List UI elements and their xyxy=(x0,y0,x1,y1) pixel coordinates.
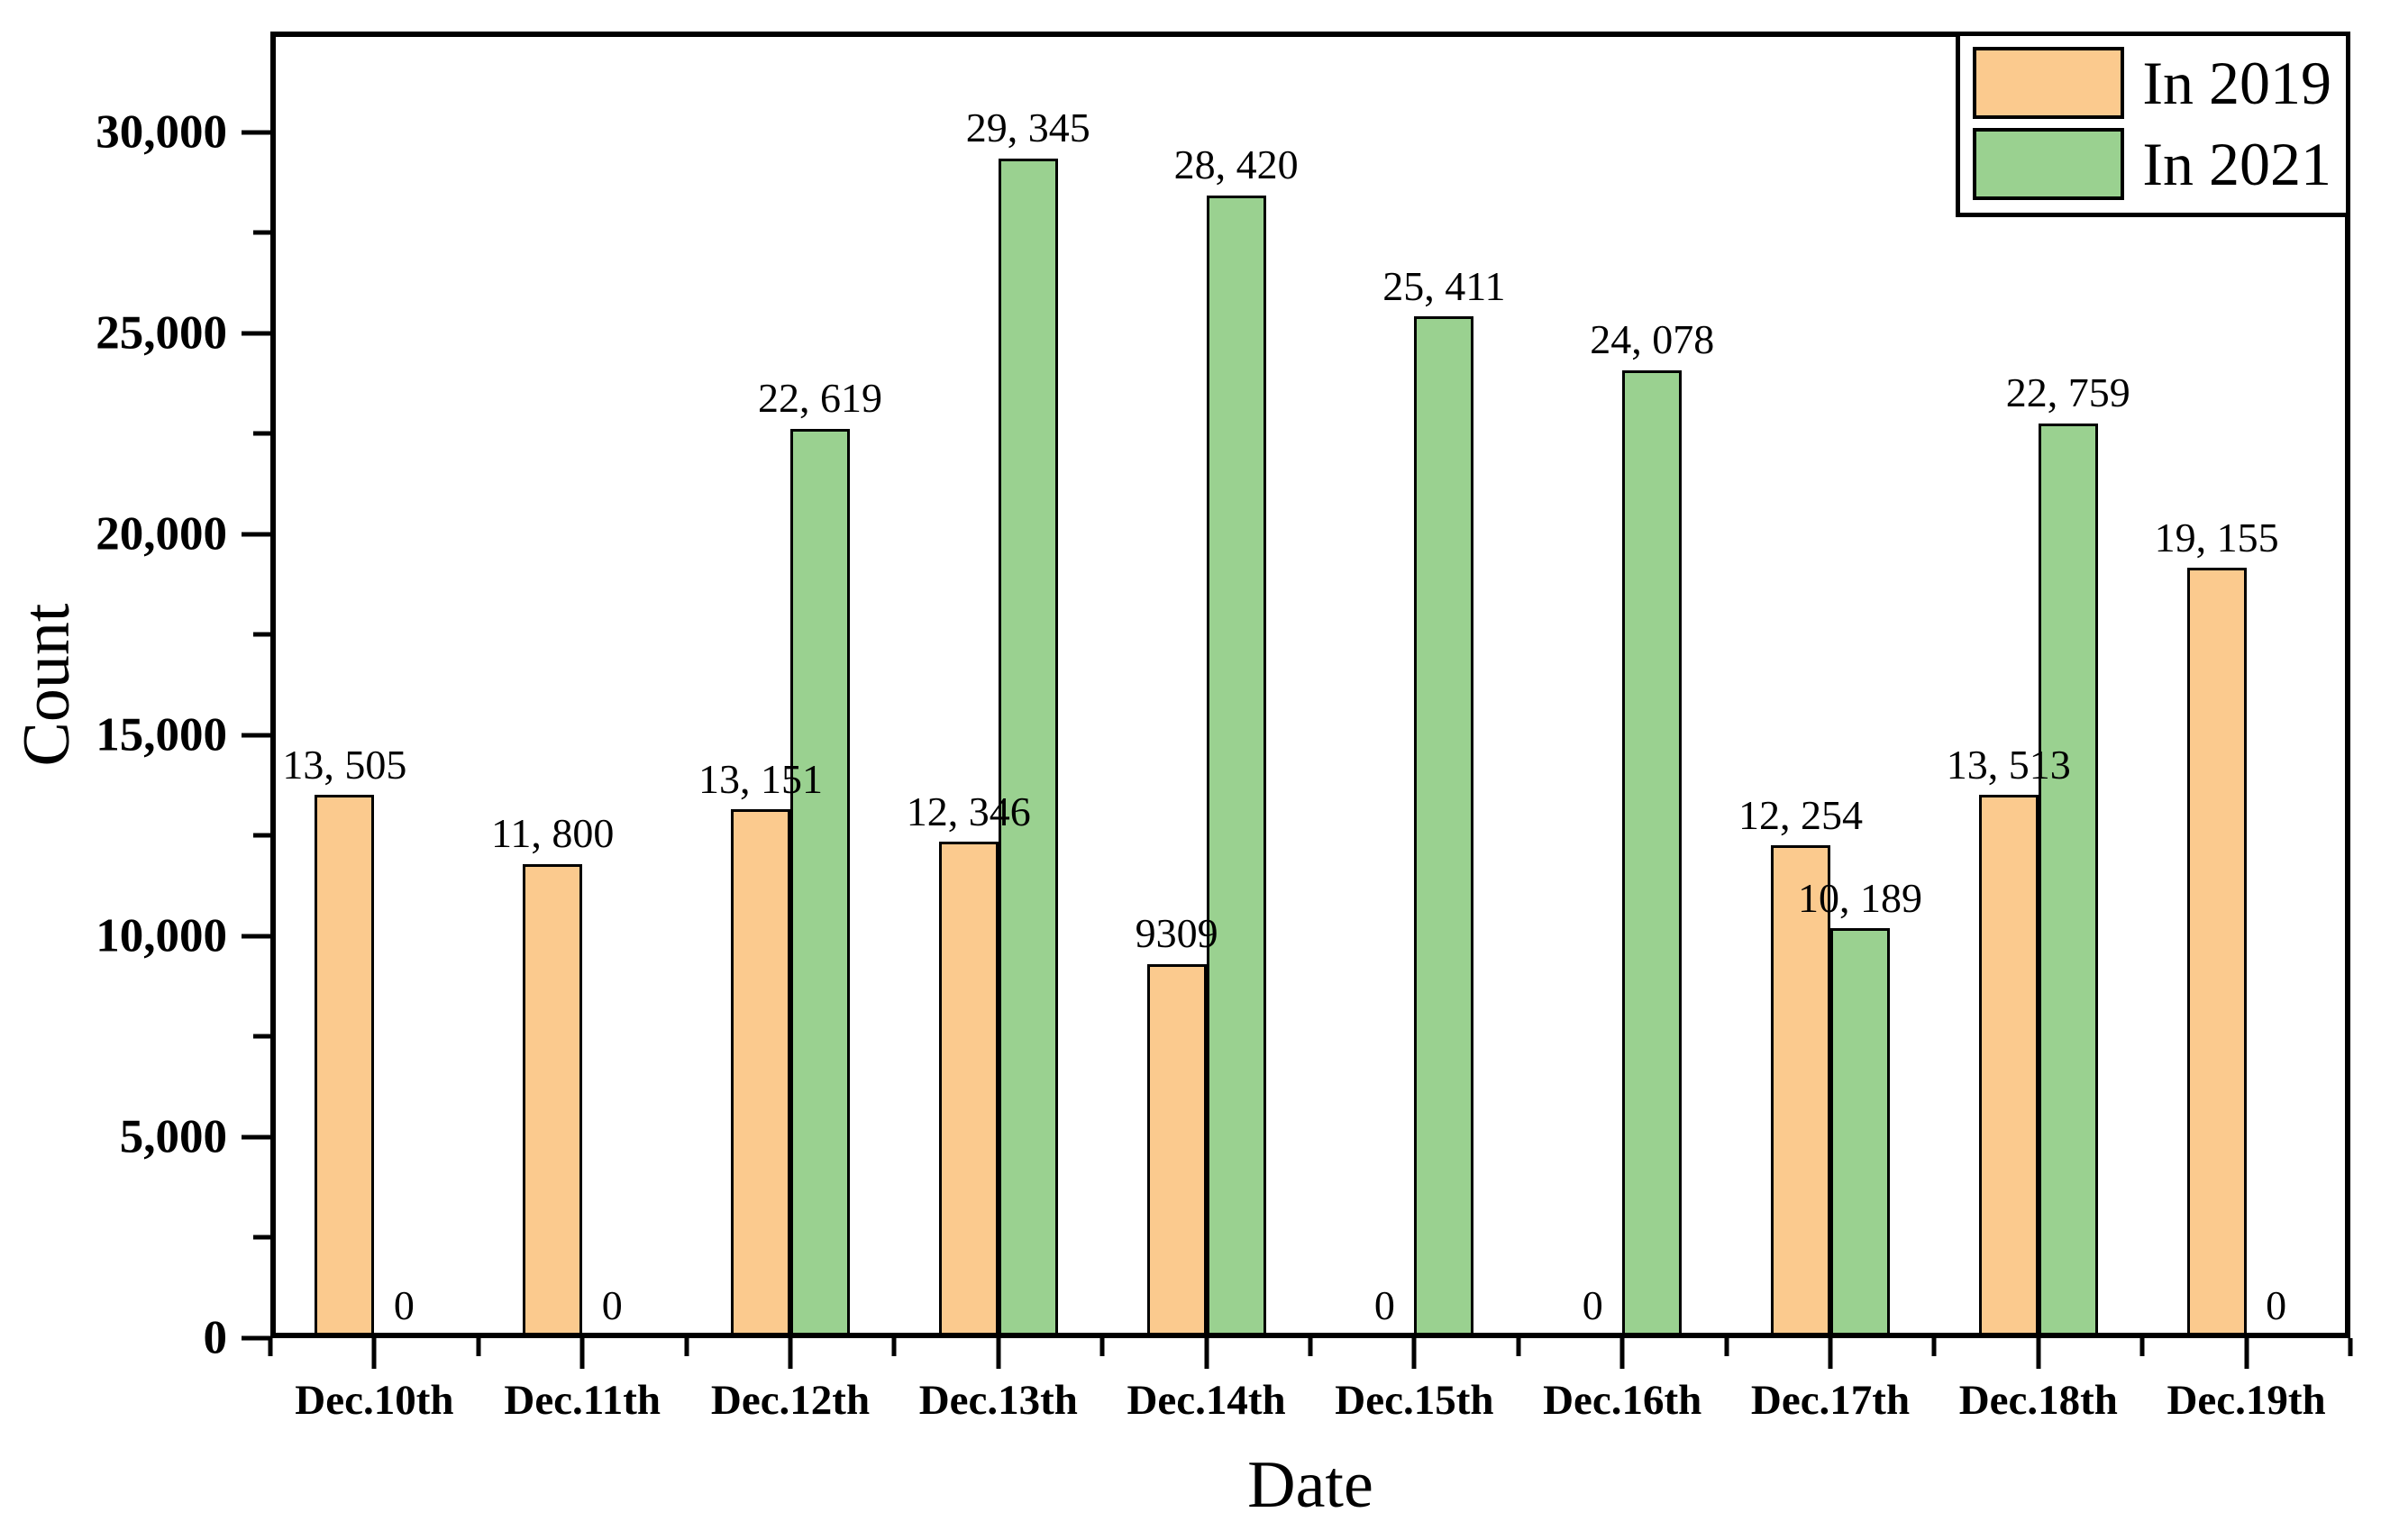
y-major-tick xyxy=(242,1134,270,1140)
bar-value-label: 13, 505 xyxy=(282,741,407,788)
x-tick-label: Dec.11th xyxy=(504,1377,661,1424)
bar-2021-dec-12th xyxy=(790,428,850,1338)
x-tick-label: Dec.13th xyxy=(918,1377,1078,1424)
legend-item-2021: In 2021 xyxy=(1973,128,2331,200)
x-minor-tick xyxy=(476,1338,481,1356)
bar-value-label: 24, 078 xyxy=(1590,316,1715,363)
bar-value-label: 10, 189 xyxy=(1798,874,1922,921)
bar-value-label: 0 xyxy=(601,1282,623,1329)
bar-value-label: 0 xyxy=(2266,1282,2287,1329)
y-minor-tick xyxy=(253,431,270,436)
y-axis-title: Count xyxy=(10,603,84,767)
x-major-tick xyxy=(788,1338,793,1369)
x-minor-tick xyxy=(891,1338,897,1356)
y-tick-label: 25,000 xyxy=(96,306,227,360)
x-major-tick xyxy=(371,1338,377,1369)
bar-2021-dec-15th xyxy=(1414,316,1474,1338)
x-tick-label: Dec.15th xyxy=(1335,1377,1494,1424)
y-major-tick xyxy=(242,331,270,336)
bar-value-label: 22, 759 xyxy=(2005,369,2130,416)
bar-2019-dec-13th xyxy=(938,842,999,1338)
x-tick-label: Dec.10th xyxy=(295,1377,454,1424)
y-minor-tick xyxy=(253,1034,270,1039)
legend-swatch-2021 xyxy=(1973,128,2125,200)
bar-2019-dec-19th xyxy=(2186,568,2247,1338)
y-major-tick xyxy=(242,733,270,738)
bar-value-label: 13, 151 xyxy=(698,755,823,802)
x-minor-tick xyxy=(684,1338,689,1356)
y-major-tick xyxy=(242,130,270,135)
x-tick-label: Dec.14th xyxy=(1127,1377,1286,1424)
x-tick-label: Dec.16th xyxy=(1543,1377,1702,1424)
bar-value-label: 19, 155 xyxy=(2154,514,2279,560)
plot-area: 0 5,000 10,000 15,000 20,000 25,000 30,000 Dec.… xyxy=(96,32,2353,1422)
x-minor-tick xyxy=(1724,1338,1729,1356)
bar-value-label: 13, 513 xyxy=(1946,741,2071,788)
x-minor-tick xyxy=(1516,1338,1521,1356)
y-minor-tick xyxy=(253,1235,270,1240)
y-minor-tick xyxy=(253,833,270,838)
legend-label-2021: In 2021 xyxy=(2142,130,2331,198)
bar-2021-dec-18th xyxy=(2038,423,2098,1338)
value-labels-layer: 13, 505 11, 800 13, 151 12, 346 9309 0 0 12, 25… xyxy=(270,32,2350,1338)
bar-2019-dec-17th xyxy=(1771,845,1830,1338)
bar-value-label: 11, 800 xyxy=(491,809,615,856)
y-major-tick xyxy=(242,1335,270,1341)
x-minor-tick xyxy=(1931,1338,1937,1356)
y-tick-label: 10,000 xyxy=(96,909,227,962)
y-tick-label: 30,000 xyxy=(96,105,227,159)
bar-value-label: 22, 619 xyxy=(758,375,882,422)
legend-item-2019: In 2019 xyxy=(1973,47,2331,119)
bar-2019-dec-18th xyxy=(1978,795,2039,1338)
x-tick-label: Dec.18th xyxy=(1958,1377,2118,1424)
x-minor-tick xyxy=(2139,1338,2145,1356)
x-major-tick xyxy=(579,1338,585,1369)
bars-layer xyxy=(270,32,2350,1338)
bar-value-label: 25, 411 xyxy=(1382,262,1506,309)
bar-value-label: 28, 420 xyxy=(1173,141,1299,188)
bar-value-label: 12, 254 xyxy=(1738,791,1863,838)
bar-value-label: 12, 346 xyxy=(906,788,1031,834)
bar-value-label: 0 xyxy=(393,1282,415,1329)
x-minor-tick xyxy=(1308,1338,1313,1356)
bar-2019-dec-11th xyxy=(523,863,583,1338)
x-minor-tick xyxy=(1099,1338,1105,1356)
legend-label-2019: In 2019 xyxy=(2142,49,2331,117)
x-tick-label: Dec.12th xyxy=(710,1377,871,1424)
x-major-tick xyxy=(1828,1338,1833,1369)
x-tick-label: Dec.19th xyxy=(2167,1377,2326,1424)
bar-value-label: 29, 345 xyxy=(965,105,1090,151)
bar-2021-dec-13th xyxy=(998,158,1058,1338)
legend: In 2019 In 2021 xyxy=(1956,32,2350,217)
x-axis-title: Date xyxy=(1247,1448,1373,1522)
bar-2019-dec-14th xyxy=(1146,963,1207,1338)
x-major-tick xyxy=(1204,1338,1209,1369)
y-tick-label: 5,000 xyxy=(119,1110,227,1163)
tick-layer: 0 5,000 10,000 15,000 20,000 25,000 30,000 Dec.… xyxy=(96,32,2353,1422)
x-tick-label: Dec.17th xyxy=(1750,1377,1911,1424)
x-minor-tick xyxy=(2348,1338,2353,1356)
y-tick-label: 0 xyxy=(203,1311,228,1364)
x-major-tick xyxy=(1411,1338,1417,1369)
y-minor-tick xyxy=(253,230,270,235)
y-tick-label: 15,000 xyxy=(96,708,227,761)
bar-value-label: 0 xyxy=(1373,1282,1395,1329)
x-minor-tick xyxy=(268,1338,273,1356)
bar-value-label: 9309 xyxy=(1135,910,1218,957)
y-tick-label: 20,000 xyxy=(96,507,227,560)
bar-2019-dec-10th xyxy=(315,795,375,1338)
bar-2021-dec-16th xyxy=(1622,369,1683,1338)
y-minor-tick xyxy=(253,632,270,637)
y-major-tick xyxy=(242,934,270,939)
x-major-tick xyxy=(996,1338,1001,1369)
y-major-tick xyxy=(242,532,270,537)
x-major-tick xyxy=(2244,1338,2249,1369)
legend-swatch-2019 xyxy=(1973,47,2125,119)
x-major-tick xyxy=(1619,1338,1625,1369)
x-major-tick xyxy=(2036,1338,2041,1369)
bar-value-label: 0 xyxy=(1582,1282,1603,1329)
bar-2021-dec-14th xyxy=(1206,196,1266,1338)
